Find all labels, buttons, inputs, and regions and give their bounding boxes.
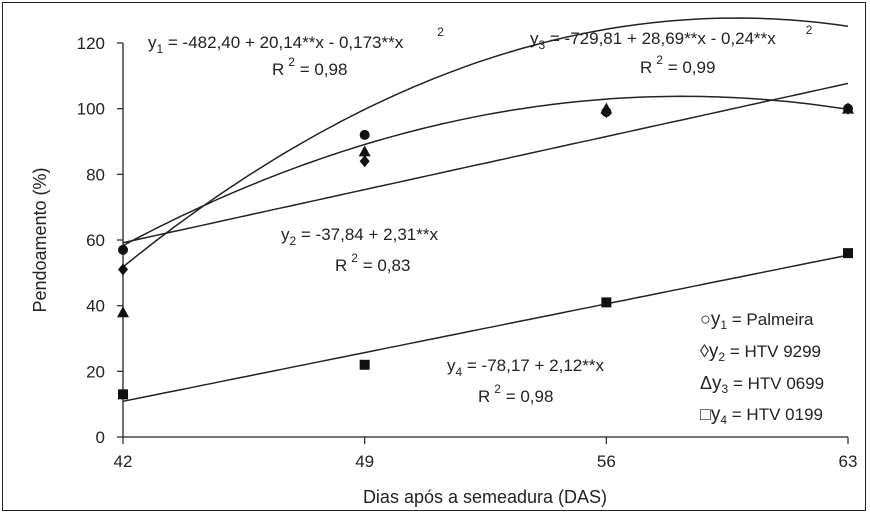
data-points (117, 102, 854, 400)
data-point-y4 (843, 248, 853, 259)
legend-item-y2: ◊y2 = HTV 9299 (700, 341, 821, 364)
equation-y2: y2 = -37,84 + 2,31**x (281, 225, 438, 248)
data-point-y4 (118, 389, 128, 400)
x-ticks: 42 49 56 63 (114, 437, 858, 471)
y-ticks: 0 20 40 60 80 100 120 (77, 34, 123, 447)
y-tick-label: 100 (77, 100, 105, 119)
data-point-y2 (118, 263, 128, 276)
fit-curve-y2 (122, 82, 849, 244)
fit-curve-y1 (122, 95, 849, 247)
legend-item-y1: ○y1 = Palmeira (700, 309, 814, 332)
x-axis-label: Dias após a semeadura (DAS) (363, 487, 607, 507)
y-tick-label: 120 (77, 34, 105, 53)
equation-y3: y3 = -729,81 + 28,69**x - 0,24**x 2 (530, 23, 813, 52)
y-tick-label: 80 (86, 165, 105, 184)
fit-curves (122, 17, 849, 403)
fit-curve-y4 (122, 254, 849, 403)
legend: ○y1 = Palmeira ◊y2 = HTV 9299 Δy3 = HTV … (700, 309, 824, 427)
y-tick-label: 40 (86, 297, 105, 316)
x-tick-label: 42 (114, 452, 133, 471)
data-point-y3 (600, 102, 613, 114)
x-tick-label: 49 (355, 452, 374, 471)
equation-y1: y1 = -482,40 + 20,14**x - 0,173**x2 (148, 25, 444, 56)
y-tick-label: 20 (86, 362, 105, 381)
data-point-y1 (359, 129, 370, 140)
x-tick-label: 63 (839, 452, 858, 471)
data-point-y1 (118, 244, 128, 255)
y-axis-label: Pendoamento (%) (30, 167, 50, 312)
data-point-y3 (358, 145, 371, 157)
data-point-y4 (359, 359, 370, 370)
data-point-y3 (117, 306, 129, 318)
equation-y4: y4 = -78,17 + 2,12**x (447, 356, 604, 379)
data-point-y4 (601, 297, 612, 308)
legend-item-y3: Δy3 = HTV 0699 (700, 373, 824, 396)
x-tick-label: 56 (597, 452, 616, 471)
fit-curve-y3 (122, 17, 849, 268)
data-point-y2 (359, 155, 370, 168)
legend-item-y4: □y4 = HTV 0199 (700, 404, 823, 427)
y-tick-label: 0 (96, 428, 105, 447)
y-tick-label: 60 (86, 231, 105, 250)
data-point-y3 (842, 102, 854, 114)
